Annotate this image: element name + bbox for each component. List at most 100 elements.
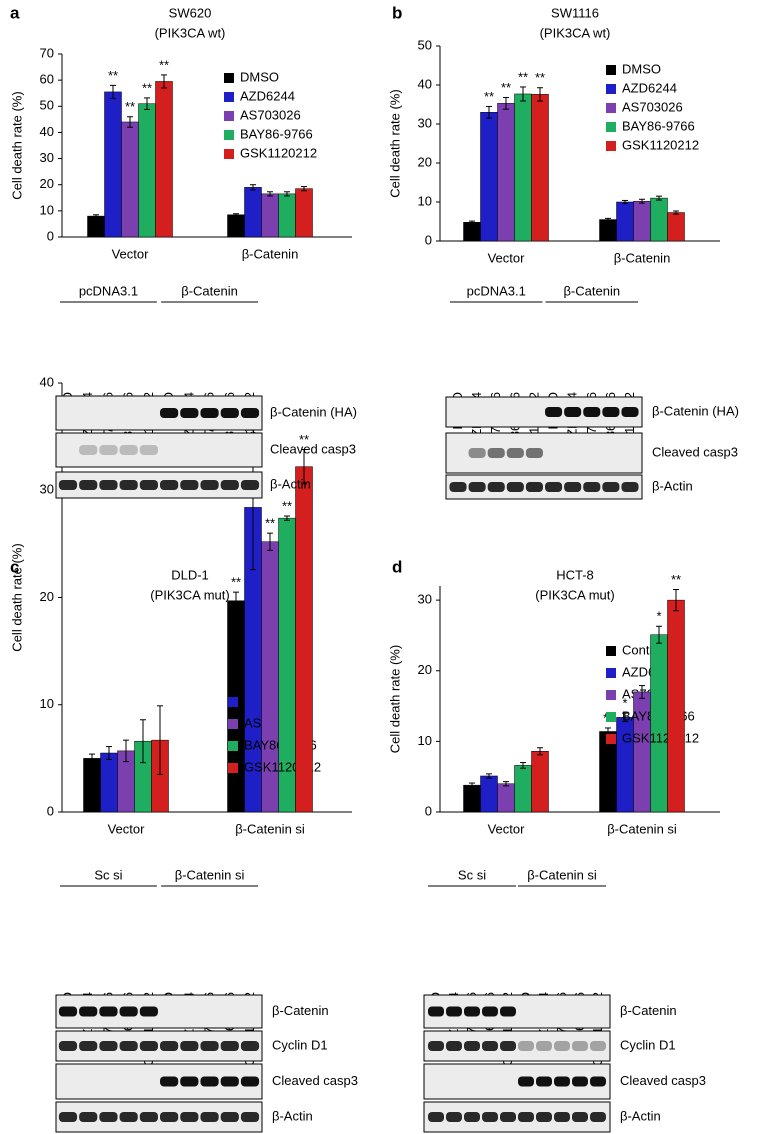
blot-band — [500, 1112, 516, 1122]
band-label: β-Catenin (HA) — [652, 403, 739, 418]
y-axis-label: Cell death rate (%) — [9, 543, 24, 651]
blot-band — [564, 482, 582, 492]
legend-swatch — [606, 103, 616, 113]
bar — [480, 775, 498, 813]
x-tick-label: β-Catenin — [614, 250, 671, 265]
significance: ** — [484, 89, 494, 104]
blot-band — [240, 408, 260, 418]
legend-swatch — [224, 92, 234, 102]
blot-band — [220, 1041, 239, 1051]
chart-subtitle: (PIK3CA wt) — [540, 25, 611, 40]
bar — [480, 112, 498, 242]
legend-swatch — [228, 763, 238, 773]
bar — [531, 94, 549, 242]
bar — [261, 193, 279, 238]
bar — [227, 214, 245, 238]
blot-band — [99, 1112, 118, 1122]
band-label: Cleaved casp3 — [272, 1073, 358, 1088]
blot-band — [119, 1041, 138, 1051]
bar — [463, 222, 481, 242]
blot-band — [572, 1076, 588, 1087]
significance: ** — [231, 575, 241, 590]
bar — [531, 751, 549, 813]
blot-band — [621, 407, 639, 417]
legend-label: DMSO — [240, 69, 279, 84]
panel-label: a — [10, 3, 20, 22]
legend-label: BAY86-9766 — [240, 126, 313, 141]
group-label: β-Catenin si — [175, 867, 245, 882]
bar — [87, 215, 105, 238]
legend-label: AZD6244 — [622, 80, 677, 95]
group-label: β-Catenin — [181, 283, 238, 298]
band-label: Cleaved casp3 — [270, 441, 356, 456]
y-tick-label: 0 — [425, 803, 432, 818]
bar — [497, 783, 515, 813]
significance: ** — [299, 432, 309, 447]
y-axis-label: Cell death rate (%) — [387, 645, 402, 753]
blot-band — [200, 480, 219, 490]
blot-band — [119, 445, 138, 455]
y-tick-label: 0 — [425, 232, 432, 247]
significance: ** — [671, 572, 681, 587]
blot-band — [583, 407, 601, 417]
blot-band — [590, 1041, 606, 1051]
blot-band — [79, 1006, 98, 1017]
significance: ** — [142, 80, 152, 95]
blot-band — [518, 1076, 534, 1087]
chart-subtitle: (PIK3CA mut) — [150, 587, 229, 602]
group-label: pcDNA3.1 — [79, 283, 138, 298]
blot-band — [464, 1006, 480, 1017]
band-label: Cyclin D1 — [272, 1037, 328, 1052]
band-label: β-Catenin — [272, 1003, 329, 1018]
blot-band — [240, 1112, 260, 1122]
blot-box — [55, 432, 263, 468]
blot-band — [487, 448, 505, 458]
y-tick-label: 20 — [418, 154, 432, 169]
y-tick-label: 30 — [418, 115, 432, 130]
legend-label: GSK1120212 — [240, 145, 317, 160]
bar — [599, 219, 617, 242]
significance: ** — [265, 516, 275, 531]
y-tick-label: 40 — [418, 76, 432, 91]
blot-band — [554, 1041, 570, 1051]
panel-label: b — [392, 3, 402, 22]
legend-swatch — [228, 719, 238, 729]
x-tick-label: Vector — [112, 246, 150, 261]
band-label: Cleaved casp3 — [620, 1073, 706, 1088]
bar — [650, 197, 668, 242]
significance: * — [656, 609, 661, 624]
bar — [244, 187, 262, 238]
blot-band — [536, 1112, 552, 1122]
y-tick-label: 40 — [40, 124, 54, 139]
blot-band — [200, 1112, 219, 1122]
blot-band — [525, 482, 543, 492]
blot-band — [160, 1041, 179, 1051]
y-axis-label: Cell death rate (%) — [387, 89, 402, 197]
y-tick-label: 20 — [40, 589, 54, 604]
legend-label: BAY86-9766 — [622, 118, 695, 133]
y-tick-label: 0 — [47, 228, 54, 243]
blot-band — [428, 1006, 444, 1017]
bar — [667, 599, 685, 813]
blot-band — [99, 480, 118, 490]
y-tick-label: 40 — [40, 374, 54, 389]
blot-band — [240, 1041, 260, 1051]
legend-swatch — [606, 646, 616, 656]
blot-band — [220, 480, 239, 490]
blot-band — [99, 1041, 118, 1051]
blot-band — [119, 480, 138, 490]
group-label: Sc si — [458, 867, 486, 882]
significance: ** — [518, 69, 528, 84]
blot-band — [554, 1112, 570, 1122]
bar — [463, 784, 481, 813]
blot-band — [464, 1112, 480, 1122]
legend-swatch — [606, 65, 616, 75]
blot-band — [220, 408, 239, 418]
chart-title: SW620 — [169, 5, 212, 20]
panel-label: d — [392, 557, 402, 576]
band-label: β-Actin — [620, 1108, 661, 1123]
blot-band — [139, 445, 158, 455]
y-tick-label: 70 — [40, 45, 54, 60]
x-tick-label: β-Catenin — [242, 246, 299, 261]
blot-band — [220, 1076, 239, 1087]
